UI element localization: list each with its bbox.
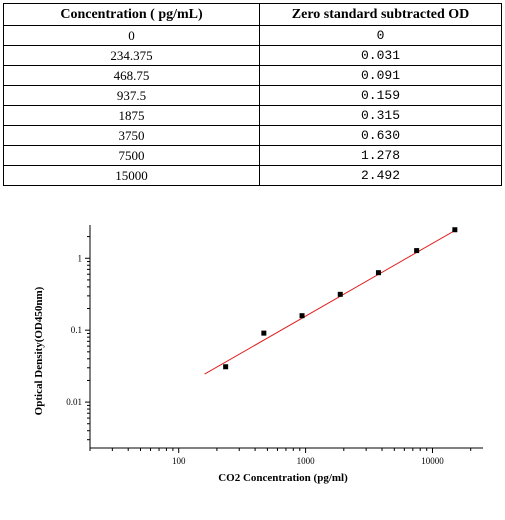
x-tick-label: 100 xyxy=(172,456,186,466)
cell-od: 1.278 xyxy=(259,145,502,166)
cell-od: 0.031 xyxy=(259,45,502,66)
header-concentration: Concentration ( pg/mL) xyxy=(3,3,260,26)
cell-concentration: 468.75 xyxy=(3,65,260,86)
data-point xyxy=(261,330,267,336)
data-point xyxy=(452,227,458,233)
table-row: 3750 0.630 xyxy=(3,125,502,146)
x-axis-label: CO2 Concentration (pg/ml) xyxy=(218,472,348,484)
fit-line-group xyxy=(204,230,456,375)
table-row: 468.75 0.091 xyxy=(3,65,502,86)
standard-curve-plot: 100 1000 10000 0.01 0.1 1 CO2 Concentration (… xyxy=(33,225,483,484)
cell-concentration: 0 xyxy=(3,25,260,46)
header-od: Zero standard subtracted OD xyxy=(259,3,502,26)
x-tick-label: 1000 xyxy=(297,456,316,466)
table-row: 937.5 0.159 xyxy=(3,85,502,106)
standard-curve-table: Concentration ( pg/mL) Zero standard sub… xyxy=(3,3,502,186)
axes: 100 1000 10000 0.01 0.1 1 xyxy=(66,225,483,466)
cell-concentration: 7500 xyxy=(3,145,260,166)
y-axis-label: Optical Density(OD450nm) xyxy=(33,286,45,415)
cell-od: 0.159 xyxy=(259,85,502,106)
cell-concentration: 234.375 xyxy=(3,45,260,66)
cell-od: 0 xyxy=(259,25,502,46)
data-point xyxy=(414,248,420,254)
cell-od: 0.091 xyxy=(259,65,502,86)
data-points xyxy=(223,227,458,370)
x-tick-label: 10000 xyxy=(421,456,444,466)
fit-line xyxy=(204,230,456,375)
cell-concentration: 3750 xyxy=(3,125,260,146)
y-tick-label: 0.1 xyxy=(71,325,82,335)
data-point xyxy=(375,270,381,276)
data-point xyxy=(299,313,305,319)
table-row: 15000 2.492 xyxy=(3,165,502,186)
cell-od: 0.630 xyxy=(259,125,502,146)
data-point xyxy=(223,364,229,370)
table-row: 7500 1.278 xyxy=(3,145,502,166)
cell-concentration: 1875 xyxy=(3,105,260,126)
y-tick-label: 0.01 xyxy=(66,397,82,407)
cell-od: 0.315 xyxy=(259,105,502,126)
cell-od: 2.492 xyxy=(259,165,502,186)
data-point xyxy=(337,291,343,297)
table-row: 234.375 0.031 xyxy=(3,45,502,66)
table-row: 1875 0.315 xyxy=(3,105,502,126)
table-header-row: Concentration ( pg/mL) Zero standard sub… xyxy=(3,3,502,26)
y-tick-label: 1 xyxy=(78,253,83,263)
cell-concentration: 937.5 xyxy=(3,85,260,106)
cell-concentration: 15000 xyxy=(3,165,260,186)
